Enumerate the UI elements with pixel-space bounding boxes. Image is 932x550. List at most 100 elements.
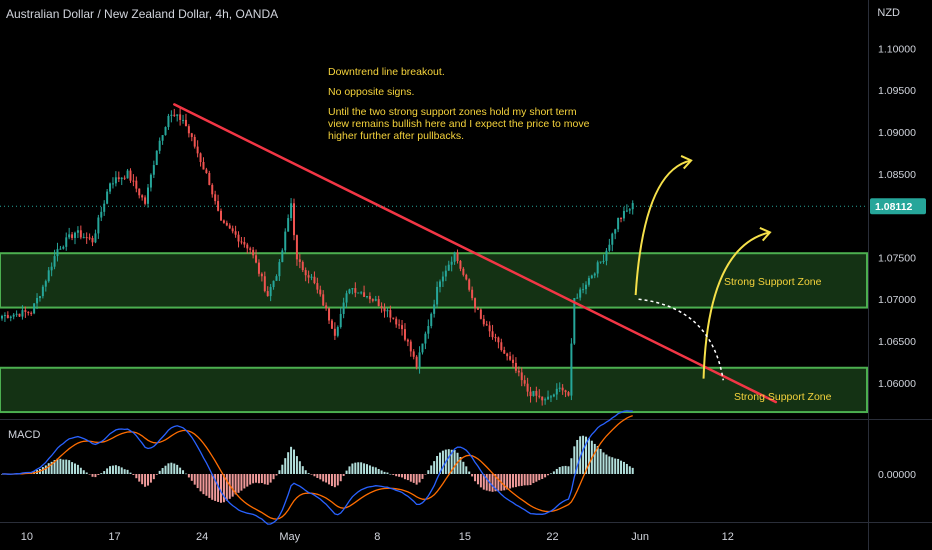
candle-body bbox=[625, 210, 628, 212]
y-tick-label-6: 1.06500 bbox=[878, 336, 916, 348]
macd-histogram-bar bbox=[462, 461, 465, 474]
candle-body bbox=[260, 273, 263, 277]
macd-histogram-bar bbox=[371, 466, 374, 474]
candle-body bbox=[109, 183, 112, 192]
candle-body bbox=[231, 228, 234, 232]
candle-body bbox=[281, 250, 284, 263]
candle-body bbox=[266, 291, 269, 297]
macd-histogram-bar bbox=[94, 474, 97, 478]
candle-body bbox=[459, 260, 462, 269]
macd-histogram-bar bbox=[392, 474, 395, 475]
macd-histogram-bar bbox=[56, 458, 59, 474]
candle-body bbox=[342, 302, 345, 314]
candle-body bbox=[380, 306, 383, 308]
candle-body bbox=[147, 187, 149, 204]
macd-histogram-bar bbox=[76, 464, 79, 474]
macd-histogram-bar bbox=[287, 452, 290, 474]
macd-histogram-bar bbox=[257, 474, 260, 484]
macd-histogram-bar bbox=[354, 462, 357, 474]
candle-body bbox=[243, 242, 246, 245]
macd-histogram-bar bbox=[126, 469, 129, 474]
macd-histogram-bar bbox=[374, 467, 377, 474]
candle-body bbox=[401, 325, 404, 330]
candle-body bbox=[360, 292, 363, 294]
macd-histogram-bar bbox=[252, 474, 255, 484]
candle-body bbox=[275, 276, 278, 281]
macd-histogram-bar bbox=[114, 465, 117, 474]
candle-body bbox=[30, 312, 33, 314]
candle-body bbox=[599, 261, 602, 263]
macd-histogram-bar bbox=[599, 448, 602, 474]
macd-histogram-bar bbox=[520, 474, 523, 486]
candle-body bbox=[418, 352, 421, 368]
candle-body bbox=[456, 252, 459, 261]
candle-body bbox=[138, 188, 141, 196]
macd-histogram-bar bbox=[120, 467, 123, 474]
candle-body bbox=[465, 274, 468, 280]
macd-histogram-bar bbox=[249, 474, 252, 485]
candle-body bbox=[628, 209, 631, 211]
candle-body bbox=[106, 191, 109, 204]
macd-histogram-bar bbox=[202, 474, 205, 495]
macd-histogram-bar bbox=[243, 474, 246, 489]
candle-body bbox=[462, 268, 465, 275]
macd-histogram-bar bbox=[325, 474, 328, 483]
macd-histogram-bar bbox=[170, 462, 173, 474]
macd-histogram-bar bbox=[97, 474, 100, 475]
candle-body bbox=[252, 249, 255, 256]
candle-body bbox=[386, 310, 389, 312]
candle-body bbox=[406, 339, 409, 342]
macd-histogram-bar bbox=[482, 474, 485, 490]
macd-histogram-bar bbox=[237, 474, 240, 493]
candle-body bbox=[377, 299, 380, 307]
candle-body bbox=[222, 220, 225, 223]
macd-histogram-bar bbox=[322, 474, 325, 482]
macd-histogram-bar bbox=[497, 474, 500, 491]
candle-body bbox=[339, 313, 342, 328]
candle-body bbox=[47, 270, 50, 282]
macd-histogram-bar bbox=[579, 436, 582, 474]
macd-histogram-bar bbox=[424, 474, 427, 475]
macd-histogram-bar bbox=[383, 471, 386, 474]
candle-body bbox=[71, 234, 74, 238]
y-tick-label-5: 1.07000 bbox=[878, 294, 916, 306]
macd-histogram-bar bbox=[103, 471, 106, 474]
macd-histogram-bar bbox=[459, 457, 462, 474]
macd-histogram-bar bbox=[59, 458, 62, 474]
candle-body bbox=[482, 318, 485, 325]
macd-histogram-bar bbox=[266, 474, 269, 485]
macd-histogram-bar bbox=[368, 465, 371, 474]
macd-histogram-bar bbox=[339, 474, 342, 482]
macd-histogram-bar bbox=[485, 474, 488, 491]
macd-histogram-bar bbox=[182, 470, 185, 474]
candle-body bbox=[523, 380, 526, 384]
macd-histogram-bar bbox=[465, 466, 468, 474]
candle-body bbox=[322, 294, 325, 306]
x-tick-label-7: Jun bbox=[631, 531, 649, 543]
candle-body bbox=[21, 310, 24, 317]
candle-body bbox=[526, 383, 529, 392]
candle-body bbox=[590, 275, 593, 279]
macd-histogram-bar bbox=[628, 466, 631, 474]
macd-histogram-bar bbox=[167, 463, 170, 474]
macd-histogram-bar bbox=[567, 466, 570, 474]
candle-body bbox=[94, 233, 97, 243]
candle-body bbox=[97, 217, 100, 234]
macd-line bbox=[1, 410, 633, 525]
candle-body bbox=[36, 298, 39, 304]
macd-histogram-bar bbox=[298, 461, 301, 474]
candle-body bbox=[255, 255, 258, 263]
macd-label[interactable]: MACD bbox=[8, 429, 41, 441]
forecast-arrow-2 bbox=[702, 231, 771, 379]
candle-body bbox=[500, 342, 503, 350]
macd-histogram-bar bbox=[129, 472, 132, 474]
candle-body bbox=[3, 315, 6, 317]
candle-body bbox=[514, 362, 517, 371]
candle-body bbox=[366, 296, 368, 298]
candle-body bbox=[132, 180, 135, 182]
macd-histogram-bar bbox=[602, 452, 605, 474]
macd-histogram-bar bbox=[409, 474, 412, 482]
macd-histogram-bar bbox=[342, 474, 345, 476]
macd-histogram-bar bbox=[106, 468, 109, 474]
